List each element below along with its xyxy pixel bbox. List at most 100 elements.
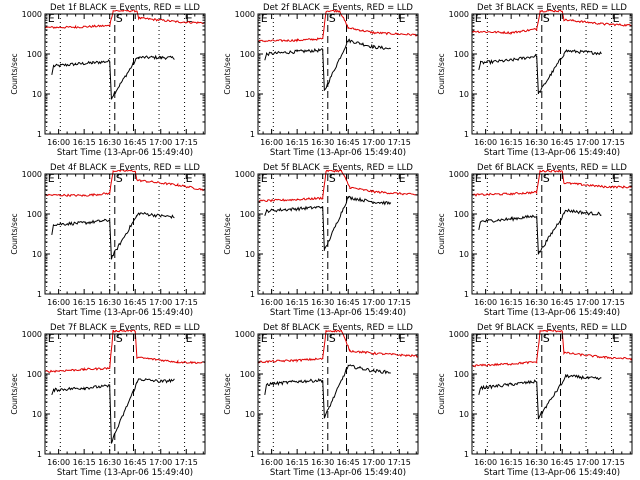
x-axis-label: Start Time (13-Apr-06 15:49:40) <box>484 468 620 478</box>
time-marker-label: S <box>543 172 550 185</box>
x-tick-label: 17:15 <box>388 138 411 147</box>
x-tick-label: 16:15 <box>286 298 309 307</box>
time-marker-label: E <box>48 332 55 345</box>
time-marker-label: S <box>116 172 123 185</box>
x-tick-label: 16:45 <box>337 458 360 467</box>
plot-frame <box>257 333 419 455</box>
y-tick-label: 10 <box>459 250 469 259</box>
y-tick-label: 10 <box>32 410 42 419</box>
y-tick-label: 1 <box>37 130 42 139</box>
x-tick-label: 16:45 <box>124 298 147 307</box>
y-tick-label: 1000 <box>235 330 255 339</box>
x-axis-label: Start Time (13-Apr-06 15:49:40) <box>270 308 406 318</box>
lld-series-line <box>45 10 205 29</box>
x-axis-label: Start Time (13-Apr-06 15:49:40) <box>484 308 620 318</box>
x-tick-label: 17:00 <box>149 458 172 467</box>
lld-series-line <box>45 170 205 198</box>
time-marker-label: E <box>475 332 482 345</box>
x-tick-label: 16:00 <box>47 298 70 307</box>
panel-title: Det 3f BLACK = Events, RED = LLD <box>477 3 627 13</box>
time-marker-label: E <box>48 12 55 25</box>
lld-series-line <box>472 170 632 197</box>
plot-frame <box>44 173 206 295</box>
panel-title: Det 2f BLACK = Events, RED = LLD <box>263 3 413 13</box>
y-tick-label: 10 <box>32 90 42 99</box>
x-tick-label: 17:15 <box>175 138 198 147</box>
x-tick-label: 16:30 <box>525 458 548 467</box>
time-marker-label: S <box>543 12 550 25</box>
x-tick-label: 16:15 <box>286 458 309 467</box>
x-tick-label: 16:30 <box>98 138 121 147</box>
x-tick-label: 17:15 <box>602 458 625 467</box>
time-marker-label: S <box>329 172 336 185</box>
x-axis-label: Start Time (13-Apr-06 15:49:40) <box>57 468 193 478</box>
y-tick-label: 1 <box>250 130 255 139</box>
events-series-line <box>51 378 175 444</box>
time-marker-label: E <box>261 172 268 185</box>
y-tick-label: 1 <box>37 450 42 459</box>
y-tick-label: 10 <box>245 90 255 99</box>
time-marker-label: E <box>186 172 193 185</box>
x-tick-label: 17:15 <box>175 458 198 467</box>
lld-series-line <box>258 330 418 364</box>
x-tick-label: 16:00 <box>47 458 70 467</box>
time-marker-label: S <box>329 332 336 345</box>
x-tick-label: 17:00 <box>576 138 599 147</box>
x-tick-label: 16:00 <box>474 298 497 307</box>
x-tick-label: 16:00 <box>47 138 70 147</box>
y-tick-label: 1000 <box>235 170 255 179</box>
x-tick-label: 17:00 <box>362 298 385 307</box>
y-axis-label: Counts/sec <box>437 53 446 94</box>
x-tick-label: 17:00 <box>576 298 599 307</box>
x-tick-label: 16:45 <box>551 298 574 307</box>
y-tick-label: 10 <box>32 250 42 259</box>
events-series-line <box>478 208 602 255</box>
events-series-line <box>478 373 602 420</box>
x-tick-label: 16:45 <box>551 458 574 467</box>
x-tick-label: 17:00 <box>149 298 172 307</box>
x-tick-label: 16:00 <box>474 458 497 467</box>
time-marker-label: E <box>261 12 268 25</box>
time-marker-label: E <box>613 172 620 185</box>
plot-frame <box>257 173 419 295</box>
y-tick-label: 1000 <box>22 10 42 19</box>
x-tick-label: 16:30 <box>525 138 548 147</box>
x-axis-label: Start Time (13-Apr-06 15:49:40) <box>484 148 620 158</box>
y-tick-label: 100 <box>240 50 255 59</box>
lld-series-line <box>472 10 632 36</box>
y-tick-label: 100 <box>240 370 255 379</box>
time-marker-label: E <box>48 172 55 185</box>
time-marker-label: S <box>116 12 123 25</box>
x-tick-label: 17:00 <box>576 458 599 467</box>
x-tick-label: 16:15 <box>73 138 96 147</box>
x-tick-label: 16:45 <box>551 138 574 147</box>
x-tick-label: 16:30 <box>311 138 334 147</box>
x-tick-label: 16:15 <box>286 138 309 147</box>
lld-series-line <box>45 330 205 373</box>
panel-title: Det 5f BLACK = Events, RED = LLD <box>263 163 413 173</box>
events-series-line <box>264 38 392 91</box>
x-tick-label: 16:30 <box>98 458 121 467</box>
x-tick-label: 16:15 <box>73 458 96 467</box>
lld-series-line <box>258 170 418 203</box>
y-tick-label: 100 <box>454 210 469 219</box>
plot-frame <box>471 333 633 455</box>
x-axis-label: Start Time (13-Apr-06 15:49:40) <box>57 308 193 318</box>
events-series-line <box>264 195 392 251</box>
y-tick-label: 1 <box>250 290 255 299</box>
y-tick-label: 1 <box>37 290 42 299</box>
y-tick-label: 1000 <box>235 10 255 19</box>
panel-title: Det 1f BLACK = Events, RED = LLD <box>50 3 200 13</box>
y-axis-label: Counts/sec <box>223 213 232 254</box>
y-axis-label: Counts/sec <box>10 373 19 414</box>
x-tick-label: 17:00 <box>362 138 385 147</box>
x-tick-label: 16:45 <box>124 138 147 147</box>
y-axis-label: Counts/sec <box>223 53 232 94</box>
y-tick-label: 100 <box>27 370 42 379</box>
x-tick-label: 16:15 <box>500 458 523 467</box>
